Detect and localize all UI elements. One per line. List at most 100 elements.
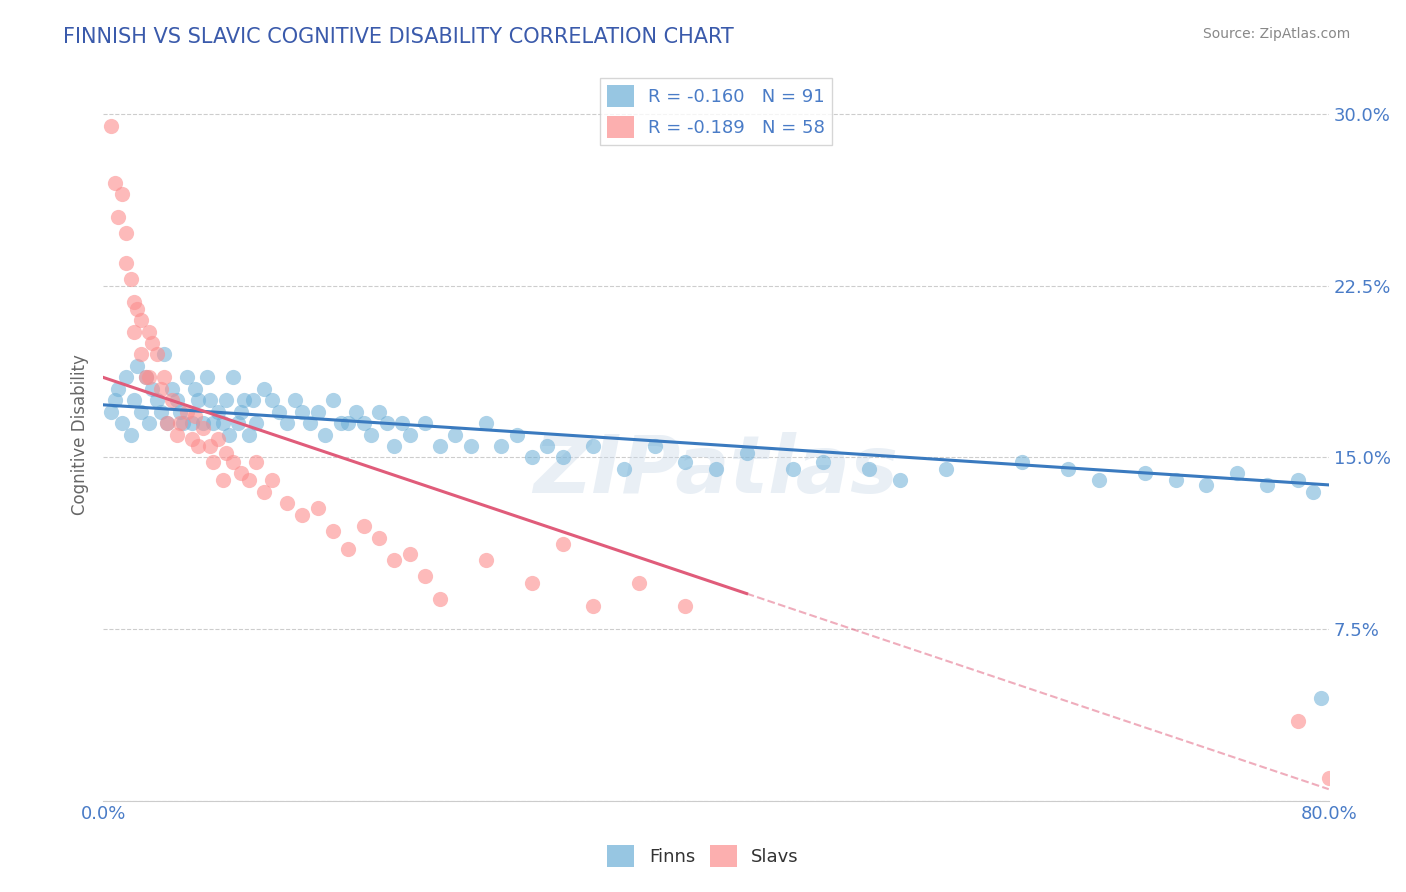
- Point: [107, 382, 129, 396]
- Point: [382, 553, 405, 567]
- Point: [253, 382, 276, 396]
- Point: [367, 531, 389, 545]
- Point: [222, 370, 245, 384]
- Point: [207, 432, 229, 446]
- Point: [115, 370, 138, 384]
- Point: [353, 416, 375, 430]
- Point: [1057, 462, 1080, 476]
- Point: [1011, 455, 1033, 469]
- Point: [176, 405, 198, 419]
- Point: [520, 450, 543, 465]
- Point: [145, 393, 167, 408]
- Point: [344, 405, 367, 419]
- Point: [322, 393, 344, 408]
- Point: [413, 416, 436, 430]
- Point: [413, 569, 436, 583]
- Point: [160, 393, 183, 408]
- Point: [858, 462, 880, 476]
- Point: [229, 467, 252, 481]
- Point: [1226, 467, 1249, 481]
- Point: [551, 537, 574, 551]
- Point: [156, 416, 179, 430]
- Point: [673, 455, 696, 469]
- Point: [582, 599, 605, 614]
- Point: [398, 427, 420, 442]
- Point: [229, 405, 252, 419]
- Point: [382, 439, 405, 453]
- Point: [122, 393, 145, 408]
- Point: [551, 450, 574, 465]
- Point: [138, 416, 160, 430]
- Point: [195, 370, 218, 384]
- Point: [218, 427, 240, 442]
- Point: [291, 508, 314, 522]
- Point: [307, 500, 329, 515]
- Point: [191, 420, 214, 434]
- Point: [337, 541, 360, 556]
- Point: [138, 370, 160, 384]
- Point: [284, 393, 307, 408]
- Point: [391, 416, 413, 430]
- Point: [276, 416, 298, 430]
- Point: [104, 393, 127, 408]
- Point: [269, 405, 291, 419]
- Point: [153, 347, 176, 361]
- Point: [1256, 478, 1278, 492]
- Point: [811, 455, 834, 469]
- Point: [628, 576, 651, 591]
- Point: [329, 416, 352, 430]
- Point: [160, 382, 183, 396]
- Point: [215, 446, 238, 460]
- Point: [582, 439, 605, 453]
- Point: [131, 347, 153, 361]
- Point: [245, 455, 267, 469]
- Point: [429, 592, 451, 607]
- Point: [135, 370, 157, 384]
- Point: [337, 416, 360, 430]
- Point: [176, 370, 198, 384]
- Point: [322, 524, 344, 538]
- Point: [184, 409, 207, 424]
- Point: [104, 176, 127, 190]
- Point: [200, 439, 222, 453]
- Point: [238, 473, 260, 487]
- Text: Source: ZipAtlas.com: Source: ZipAtlas.com: [1202, 27, 1350, 41]
- Point: [307, 405, 329, 419]
- Point: [172, 416, 194, 430]
- Point: [935, 462, 957, 476]
- Point: [444, 427, 467, 442]
- Point: [367, 405, 389, 419]
- Point: [520, 576, 543, 591]
- Point: [169, 416, 191, 430]
- Point: [107, 211, 129, 225]
- Text: ZIPatlas: ZIPatlas: [533, 433, 898, 510]
- Point: [429, 439, 451, 453]
- Point: [460, 439, 482, 453]
- Point: [115, 226, 138, 240]
- Point: [291, 405, 314, 419]
- Point: [122, 294, 145, 309]
- Point: [1286, 714, 1309, 728]
- Point: [353, 519, 375, 533]
- Point: [222, 455, 245, 469]
- Point: [141, 336, 163, 351]
- Point: [704, 462, 727, 476]
- Point: [120, 272, 142, 286]
- Point: [122, 325, 145, 339]
- Point: [211, 473, 233, 487]
- Point: [202, 455, 225, 469]
- Point: [276, 496, 298, 510]
- Point: [125, 359, 148, 373]
- Point: [141, 382, 163, 396]
- Point: [125, 301, 148, 316]
- Point: [187, 393, 209, 408]
- Point: [181, 416, 204, 430]
- Point: [889, 473, 911, 487]
- Point: [145, 347, 167, 361]
- Point: [298, 416, 321, 430]
- Point: [153, 370, 176, 384]
- Point: [1302, 484, 1324, 499]
- Point: [200, 393, 222, 408]
- Point: [166, 393, 188, 408]
- Point: [156, 416, 179, 430]
